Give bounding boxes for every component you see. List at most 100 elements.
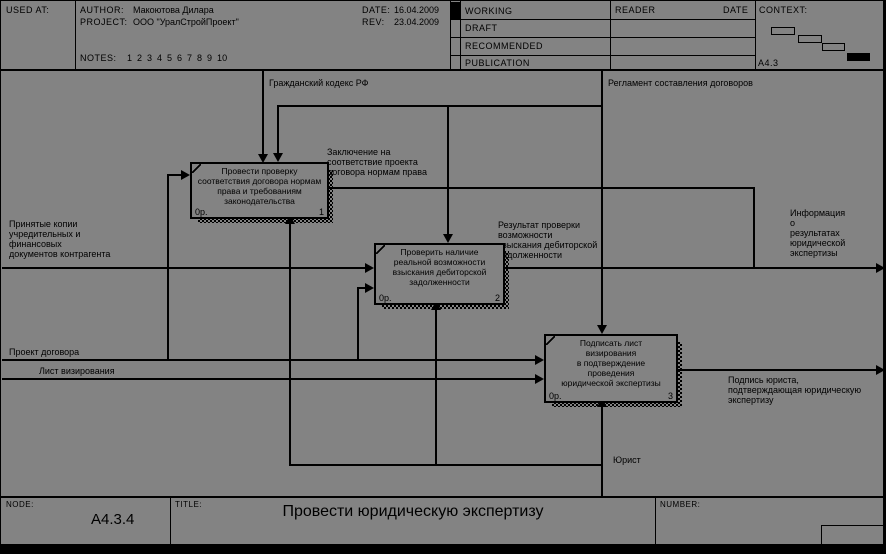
arrow-line-project-branch-up2	[357, 287, 359, 361]
mechanism-label-lawyer: Юрист	[613, 455, 641, 465]
box-corner-fold	[546, 336, 555, 345]
working-status-mark	[451, 2, 460, 19]
arrow-line-project	[2, 359, 536, 361]
output-label-check-result: Результат проверки возможности взыскания…	[498, 220, 598, 260]
footer-top-border	[1, 496, 883, 498]
activity-number: 2	[494, 293, 500, 303]
activity-cost: 0р.	[549, 391, 562, 401]
number-label: NUMBER:	[660, 500, 701, 509]
rev-value: 23.04.2009	[394, 17, 440, 27]
arrow-line-conclusion-down	[753, 187, 755, 269]
status-working: WORKING	[465, 6, 513, 16]
arrow-line-signature	[674, 369, 876, 371]
context-thumbnail-box	[822, 43, 845, 51]
arrow-line-project-to-box1	[167, 174, 181, 176]
form-divider	[75, 1, 76, 70]
context-thumbnail-box	[771, 27, 795, 35]
arrow-line-lawyer	[601, 407, 603, 496]
arrowhead-right	[365, 263, 374, 273]
form-divider	[655, 496, 656, 544]
arrowhead-down	[597, 325, 607, 334]
arrowhead-right	[535, 374, 544, 384]
arrow-line-project-to-box2	[357, 287, 365, 289]
form-divider	[450, 1, 451, 70]
arrowhead-right	[876, 263, 885, 273]
arrowhead-right	[876, 365, 885, 375]
activity-name: Подписать лист визирования в подтвержден…	[561, 338, 661, 388]
arrow-line-lawyer-to-box1	[289, 224, 291, 466]
output-label-information: Информация о результатах юридической экс…	[790, 208, 846, 258]
input-label-visa-sheet: Лист визирования	[39, 366, 115, 376]
activity-box-2[interactable]: Проверить наличие реальной возможности в…	[374, 243, 505, 305]
box-corner-fold	[376, 245, 385, 254]
date-value: 16.04.2009	[394, 5, 440, 15]
activity-name: Проверить наличие реальной возможности в…	[392, 247, 487, 287]
arrowhead-down	[443, 234, 453, 243]
activity-number: 1	[318, 207, 324, 217]
arrow-line-lawyer-to-box2	[435, 310, 437, 466]
arrow-line-reglament	[601, 71, 603, 325]
arrow-line-lawyer-branch	[289, 464, 603, 466]
control-label-reglament: Регламент составления договоров	[608, 78, 753, 88]
rev-label: REV:	[362, 17, 385, 27]
control-label-civil-code: Гражданский кодекс РФ	[269, 78, 369, 88]
header-bottom-border	[1, 69, 883, 71]
project-value: ООО "УралСтройПроект"	[133, 17, 239, 27]
arrow-line-reglament-to-box2	[447, 105, 449, 234]
notes-label: NOTES:	[80, 53, 117, 63]
arrowhead-down	[258, 154, 268, 163]
number-cell-box	[821, 525, 885, 545]
arrow-line-reglament-to-box1	[277, 105, 279, 153]
status-publication: PUBLICATION	[465, 58, 530, 68]
notes-value: 1 2 3 4 5 6 7 8 9 10	[127, 53, 228, 63]
input-label-project: Проект договора	[9, 347, 80, 357]
project-label: PROJECT:	[80, 17, 128, 27]
arrow-line-information	[501, 267, 876, 269]
title-value: Провести юридическую экспертизу	[282, 503, 544, 520]
activity-cost: 0р.	[379, 293, 392, 303]
status-recommended: RECOMMENDED	[465, 41, 544, 51]
output-label-signature: Подпись юриста, подтверждающая юридическ…	[728, 375, 862, 405]
context-thumbnail-box-current	[847, 53, 870, 61]
activity-number: 3	[667, 391, 673, 401]
reader-label: READER	[615, 5, 656, 15]
author-label: AUTHOR:	[80, 5, 124, 15]
node-label: NODE:	[6, 500, 34, 509]
output-label-conclusion: Заключение на соответствие проекта догов…	[327, 147, 427, 177]
context-thumbnail-box	[798, 35, 822, 43]
activity-name: Провести проверку соответствия договора …	[197, 166, 322, 206]
form-row-line	[450, 37, 756, 38]
arrowhead-right	[535, 355, 544, 365]
author-value: Макоютова Дилара	[133, 5, 214, 15]
box-corner-fold	[192, 164, 201, 173]
arrowhead-down	[273, 153, 283, 162]
arrow-line-reglament-branch	[277, 105, 603, 107]
arrow-line-project-branch-up	[167, 174, 169, 361]
context-node-value: A4.3	[758, 58, 779, 68]
arrow-line-visa-sheet	[2, 378, 536, 380]
status-draft: DRAFT	[465, 23, 498, 33]
activity-cost: 0р.	[195, 207, 208, 217]
arrowhead-right	[181, 170, 190, 180]
arrow-line-civil-code	[262, 71, 264, 154]
arrow-line-copies	[2, 267, 366, 269]
reader-date-label: DATE	[723, 5, 749, 15]
form-row-line	[450, 55, 756, 56]
input-label-copies: Принятые копии учредительных и финансовы…	[9, 219, 111, 259]
used-at-label: USED AT:	[6, 5, 50, 15]
node-value: A4.3.4	[91, 511, 135, 528]
arrowhead-right	[365, 283, 374, 293]
form-divider	[460, 1, 461, 70]
date-label: DATE:	[362, 5, 391, 15]
form-divider	[610, 1, 611, 70]
context-label: CONTEXT:	[759, 5, 808, 15]
form-divider	[170, 496, 171, 544]
form-row-line	[450, 19, 756, 20]
activity-box-1[interactable]: Провести проверку соответствия договора …	[190, 162, 329, 219]
activity-box-3[interactable]: Подписать лист визирования в подтвержден…	[544, 334, 678, 403]
form-divider	[755, 1, 756, 70]
arrow-line-conclusion	[325, 187, 755, 189]
title-label: TITLE:	[175, 500, 203, 509]
